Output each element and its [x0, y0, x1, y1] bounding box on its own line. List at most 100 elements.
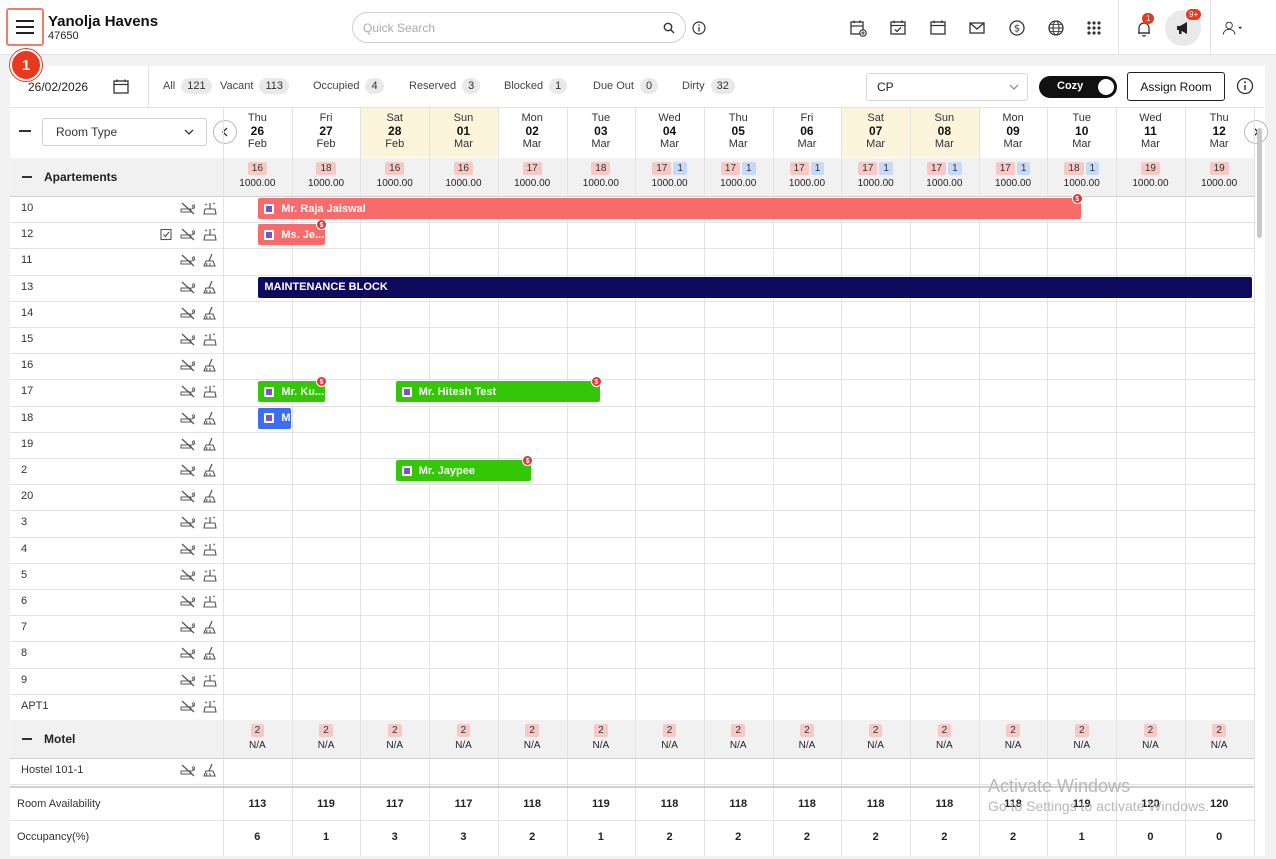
date-column-header[interactable]: Fri 06 Mar [773, 108, 842, 157]
dirty-cleaning-icon[interactable] [203, 306, 217, 323]
collapse-all-button[interactable] [19, 130, 31, 132]
date-column-header[interactable]: Fri 27 Feb [292, 108, 361, 157]
filter-vacant[interactable]: Vacant 113 [220, 78, 289, 94]
date-column-header[interactable]: Sat 28 Feb [360, 108, 430, 157]
calendar-icon[interactable] [927, 17, 949, 39]
booking-bar[interactable]: Mr. Ku... $ [258, 376, 328, 403]
date-column-header[interactable]: Sat 07 Mar [841, 108, 910, 157]
room-number[interactable]: APT1 [21, 699, 49, 712]
clean-status-icon[interactable] [203, 227, 217, 244]
room-number[interactable]: 13 [21, 280, 34, 293]
room-type-select[interactable]: Room Type [42, 118, 207, 146]
filter-reserved[interactable]: Reserved 3 [409, 78, 481, 94]
dirty-cleaning-icon[interactable] [203, 253, 217, 270]
filter-occupied[interactable]: Occupied 4 [313, 78, 384, 94]
room-number[interactable]: 3 [21, 516, 28, 529]
room-number[interactable]: 17 [21, 385, 34, 398]
booking-bar[interactable]: Ms. Je... $ [258, 219, 328, 246]
date-column-header[interactable]: Mon 09 Mar [979, 108, 1048, 157]
clean-status-icon[interactable] [203, 699, 217, 716]
user-profile-menu[interactable] [1222, 17, 1244, 39]
filter-dirty[interactable]: Dirty 32 [682, 78, 735, 94]
assign-room-button[interactable]: Assign Room [1127, 72, 1225, 101]
room-number[interactable]: 4 [21, 542, 28, 555]
next-dates-button[interactable] [1244, 120, 1268, 144]
date-column-header[interactable]: Tue 10 Mar [1047, 108, 1116, 157]
announcement-button[interactable] [1165, 10, 1201, 46]
search-input[interactable] [363, 19, 643, 37]
room-number[interactable]: 8 [21, 647, 28, 660]
date-column-header[interactable]: Sun 01 Mar [429, 108, 498, 157]
hamburger-menu-button[interactable] [6, 8, 44, 46]
date-column-header[interactable]: Mon 02 Mar [498, 108, 567, 157]
cozy-view-toggle[interactable]: Cozy [1039, 76, 1117, 98]
date-column-header[interactable]: Sun 08 Mar [910, 108, 979, 157]
room-number[interactable]: 9 [21, 673, 28, 686]
selected-date[interactable]: 26/02/2026 [28, 80, 89, 94]
dirty-cleaning-icon[interactable] [203, 358, 217, 375]
globe-icon[interactable] [1045, 17, 1067, 39]
filter-due-out[interactable]: Due Out 0 [593, 78, 659, 94]
dirty-cleaning-icon[interactable] [203, 489, 217, 506]
date-column-header[interactable]: Wed 11 Mar [1116, 108, 1185, 157]
room-number[interactable]: 6 [21, 595, 28, 607]
dirty-cleaning-icon[interactable] [203, 411, 217, 428]
date-column-header[interactable]: Thu 05 Mar [704, 108, 773, 157]
clean-status-icon[interactable] [203, 673, 217, 690]
dirty-cleaning-icon[interactable] [203, 646, 217, 663]
booking-bar[interactable]: Mr. Hitesh Test $ [395, 376, 602, 403]
clean-status-icon[interactable] [203, 332, 217, 349]
room-number[interactable]: 11 [21, 254, 33, 267]
search-icon[interactable] [663, 22, 675, 34]
room-number[interactable]: 15 [21, 333, 34, 345]
info-icon[interactable] [692, 21, 706, 35]
date-column-header[interactable]: Thu 12 Mar [1185, 108, 1254, 157]
room-number[interactable]: 19 [21, 437, 34, 450]
clean-status-icon[interactable] [203, 515, 217, 532]
collapse-group-button[interactable] [22, 738, 32, 740]
booking-bar[interactable]: M [258, 407, 291, 429]
collapse-group-button[interactable] [22, 176, 32, 178]
room-number[interactable]: 7 [21, 621, 28, 634]
booking-guest-name: M [281, 412, 291, 425]
dollar-icon[interactable]: $ [1006, 17, 1028, 39]
date-column-header[interactable]: Tue 03 Mar [567, 108, 636, 157]
clean-status-icon[interactable] [203, 384, 217, 401]
calendar-check-icon[interactable] [887, 17, 909, 39]
room-number[interactable]: 12 [21, 228, 34, 241]
clean-status-icon[interactable] [203, 542, 217, 559]
clean-status-icon[interactable] [203, 568, 217, 585]
room-number[interactable]: 2 [21, 464, 28, 476]
filter-all[interactable]: All 121 [163, 78, 212, 94]
dirty-cleaning-icon[interactable] [203, 280, 217, 297]
previous-dates-button[interactable] [213, 120, 237, 144]
dirty-cleaning-icon[interactable] [203, 763, 217, 780]
dirty-cleaning-icon[interactable] [203, 437, 217, 454]
date-picker-icon[interactable] [112, 78, 130, 96]
grid-line [497, 108, 499, 857]
clean-status-icon[interactable] [203, 594, 217, 611]
info-icon[interactable] [1236, 77, 1254, 95]
room-number[interactable]: 20 [21, 490, 34, 503]
room-number[interactable]: 16 [21, 359, 34, 372]
dirty-cleaning-icon[interactable] [203, 620, 217, 637]
booking-bar[interactable]: Mr. Jaypee $ [395, 455, 534, 481]
checklist-icon[interactable] [160, 228, 173, 244]
booking-bar[interactable]: Mr. Raja Jaiswal $ [258, 193, 1083, 219]
room-number[interactable]: 10 [21, 202, 34, 214]
room-number[interactable]: 18 [21, 411, 34, 424]
apps-grid-icon[interactable] [1083, 17, 1105, 39]
date-column-header[interactable]: Thu 26 Feb [223, 108, 292, 157]
room-number[interactable]: 14 [21, 306, 34, 319]
room-number[interactable]: 5 [21, 568, 28, 581]
calendar-add-icon[interactable] [847, 17, 869, 39]
booking-bar[interactable]: MAINTENANCE BLOCK [258, 276, 1253, 298]
filter-blocked[interactable]: Blocked 1 [504, 78, 568, 94]
room-number[interactable]: Hostel 101-1 [21, 764, 84, 776]
grid-scrollbar[interactable] [1257, 128, 1262, 238]
rate-plan-select[interactable]: CP [866, 73, 1028, 101]
date-column-header[interactable]: Wed 04 Mar [635, 108, 704, 157]
mail-icon[interactable] [966, 17, 988, 39]
dirty-cleaning-icon[interactable] [203, 463, 217, 480]
clean-status-icon[interactable] [203, 201, 217, 218]
